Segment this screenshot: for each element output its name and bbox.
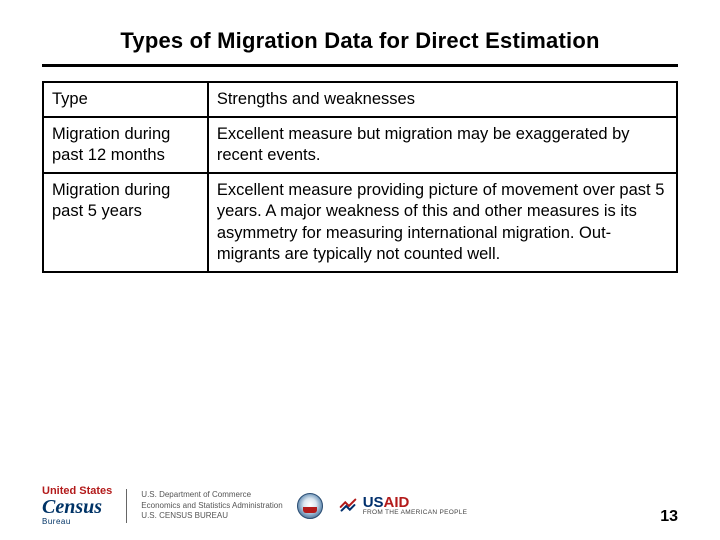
page-number: 13 [660, 508, 678, 526]
doc-line2: Economics and Statistics Administration [141, 501, 282, 511]
census-sub-text: Bureau [42, 517, 112, 526]
col-header-strengths: Strengths and weaknesses [208, 82, 677, 117]
census-logo: United States Census Bureau [42, 486, 112, 526]
seal-icon [297, 493, 323, 519]
table-row: Migration during past 5 years Excellent … [43, 173, 677, 271]
cell-strengths: Excellent measure but migration may be e… [208, 117, 677, 173]
doc-line1: U.S. Department of Commerce [141, 490, 282, 500]
cell-type: Migration during past 5 years [43, 173, 208, 271]
footer-logos: United States Census Bureau U.S. Departm… [42, 486, 467, 526]
migration-table: Type Strengths and weaknesses Migration … [42, 81, 678, 273]
table-row: Migration during past 12 months Excellen… [43, 117, 677, 173]
usaid-main-text: USAID [363, 495, 468, 510]
title-underline [42, 64, 678, 67]
footer: United States Census Bureau U.S. Departm… [42, 486, 678, 526]
usaid-sub-text: FROM THE AMERICAN PEOPLE [363, 510, 468, 517]
usaid-logo: USAID FROM THE AMERICAN PEOPLE [337, 495, 468, 517]
census-main-text: Census [42, 497, 112, 517]
doc-line3: U.S. CENSUS BUREAU [141, 511, 282, 521]
logo-divider [126, 489, 127, 523]
cell-strengths: Excellent measure providing picture of m… [208, 173, 677, 271]
dept-commerce-text: U.S. Department of Commerce Economics an… [141, 490, 282, 521]
table-header-row: Type Strengths and weaknesses [43, 82, 677, 117]
cell-type: Migration during past 12 months [43, 117, 208, 173]
slide-title: Types of Migration Data for Direct Estim… [42, 24, 678, 62]
col-header-type: Type [43, 82, 208, 117]
usaid-handshake-icon [337, 495, 359, 517]
